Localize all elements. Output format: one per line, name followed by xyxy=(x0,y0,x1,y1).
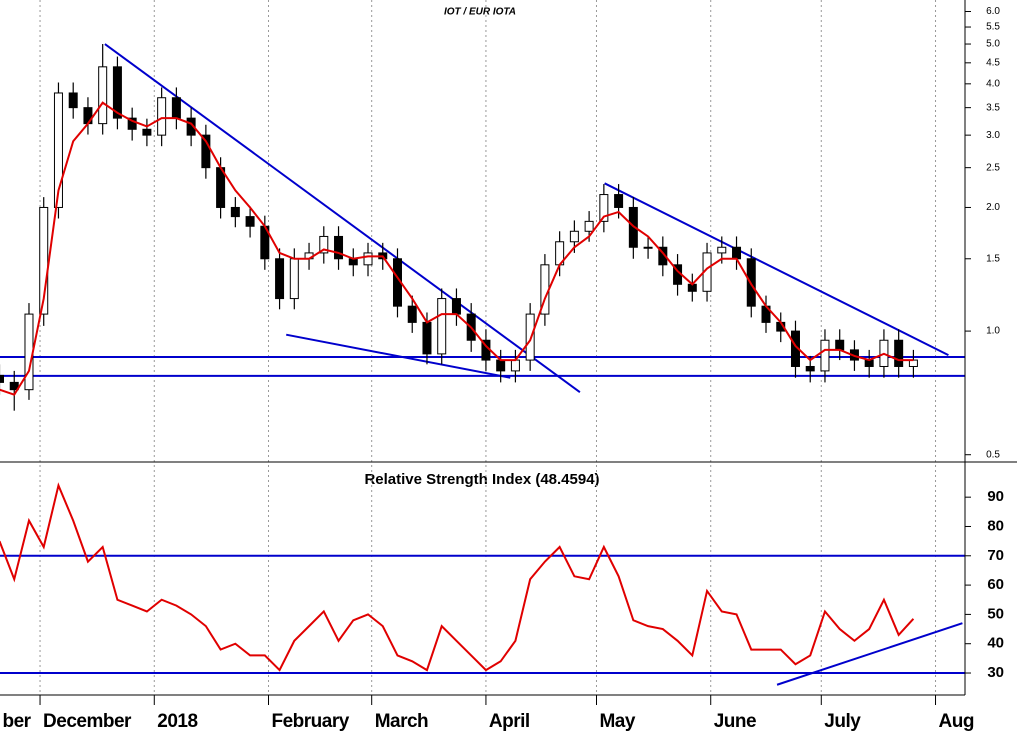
candle-body xyxy=(9,381,19,391)
price-title: IOT / EUR IOTA xyxy=(444,7,516,18)
candle-body xyxy=(39,206,49,315)
series-line xyxy=(0,101,914,396)
candle-body xyxy=(275,258,285,300)
candle-body xyxy=(127,117,137,130)
series-line xyxy=(0,482,915,672)
candle-body xyxy=(820,339,830,372)
candle-body xyxy=(569,230,579,243)
x-tick-label: February xyxy=(272,711,350,732)
candle-body xyxy=(732,246,742,260)
candle-body xyxy=(614,194,624,208)
candle-body xyxy=(496,359,506,372)
candle-body xyxy=(245,216,255,227)
candle-body xyxy=(451,298,461,315)
candle-body xyxy=(0,374,4,383)
candle-body xyxy=(363,252,373,266)
candle-body xyxy=(98,66,108,125)
candle-body xyxy=(717,246,727,254)
y-tick-label: 70 xyxy=(987,547,1004,564)
x-tick-label: July xyxy=(824,711,861,732)
candle-body xyxy=(142,128,152,136)
candle-body xyxy=(437,298,447,355)
y-tick-label: 60 xyxy=(987,576,1004,593)
y-tick-label: 5.5 xyxy=(986,22,1000,33)
candle-body xyxy=(112,66,122,119)
candle-body xyxy=(319,235,329,254)
candle-body xyxy=(186,117,196,136)
candle-body xyxy=(171,97,181,119)
trend-line xyxy=(604,182,949,357)
y-tick-label: 30 xyxy=(987,664,1004,681)
candle-body xyxy=(68,92,78,109)
x-tick-label: May xyxy=(599,711,635,732)
candle-body xyxy=(53,92,63,208)
candle-body xyxy=(894,339,904,367)
candle-body xyxy=(599,194,609,222)
candle-body xyxy=(584,220,594,232)
y-tick-label: 2.0 xyxy=(986,202,1000,213)
candle-body xyxy=(805,365,815,372)
trend-line xyxy=(776,622,963,686)
y-tick-label: 2.5 xyxy=(986,162,1000,173)
y-tick-label: 4.0 xyxy=(986,78,1000,89)
candle-body xyxy=(658,246,668,266)
y-tick-label: 3.5 xyxy=(986,102,1000,113)
trend-line xyxy=(104,43,581,393)
y-tick-label: 80 xyxy=(987,517,1004,534)
y-tick-label: 5.0 xyxy=(986,39,1000,50)
x-tick-label: December xyxy=(43,711,132,732)
y-tick-label: 4.5 xyxy=(986,57,1000,68)
x-tick-label: March xyxy=(375,711,428,732)
candle-body xyxy=(510,359,520,372)
candle-body xyxy=(201,134,211,169)
candle-body xyxy=(407,305,417,323)
candle-body xyxy=(422,321,432,355)
y-tick-label: 90 xyxy=(987,488,1004,505)
candle-body xyxy=(334,235,344,260)
y-tick-label: 6.0 xyxy=(986,6,1000,17)
x-tick-label: June xyxy=(714,711,756,732)
rsi-title: Relative Strength Index (48.4594) xyxy=(364,471,599,488)
y-tick-label: 3.0 xyxy=(986,130,1000,141)
x-tick-label: ber xyxy=(3,711,32,732)
y-tick-label: 1.0 xyxy=(986,326,1000,337)
candle-body xyxy=(643,246,653,249)
x-tick-label: 2018 xyxy=(157,711,197,732)
candle-body xyxy=(835,339,845,351)
y-tick-label: 0.5 xyxy=(986,449,1000,460)
candle-body xyxy=(289,258,299,300)
candle-body xyxy=(157,97,167,136)
y-tick-label: 40 xyxy=(987,635,1004,652)
candle-body xyxy=(525,313,535,361)
candle-body xyxy=(24,313,34,391)
x-tick-label: April xyxy=(489,711,530,732)
x-tick-label: Aug xyxy=(939,711,974,732)
y-tick-label: 1.5 xyxy=(986,253,1000,264)
candle-body xyxy=(230,206,240,218)
y-tick-label: 50 xyxy=(987,605,1004,622)
